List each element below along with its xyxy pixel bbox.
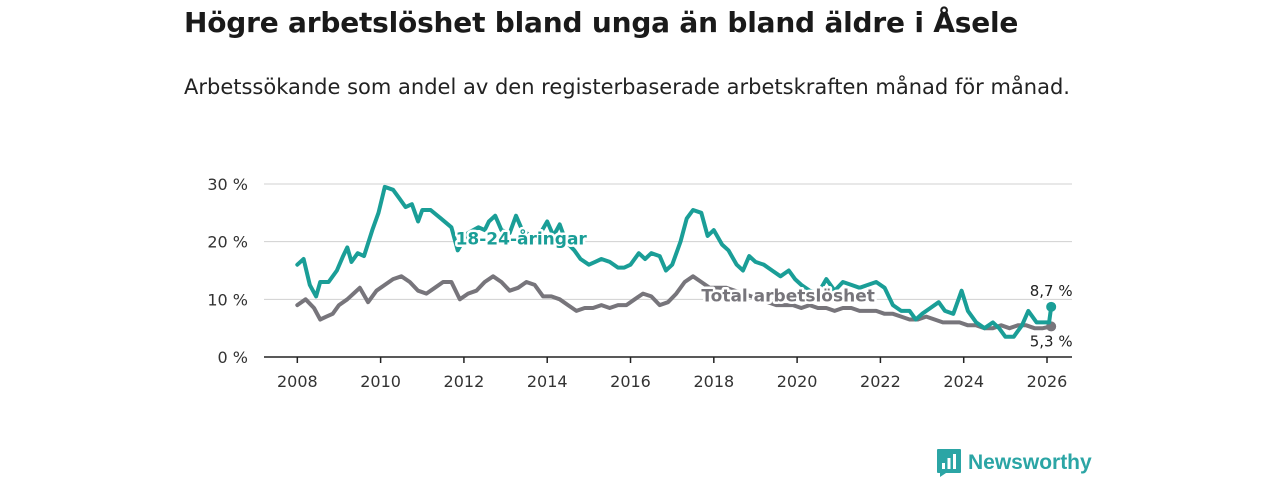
series-line-youth <box>295 184 1054 339</box>
brand: Newsworthy <box>936 448 1092 478</box>
y-tick-label: 10 % <box>207 290 248 309</box>
y-tick-label: 30 % <box>207 175 248 194</box>
series-line-total <box>295 274 1054 331</box>
end-value-label-total: 5,3 % <box>1030 332 1073 350</box>
x-tick-label: 2012 <box>444 372 485 391</box>
end-value-label-youth: 8,7 % <box>1030 282 1073 300</box>
end-point-youth <box>1046 301 1057 312</box>
brand-name: Newsworthy <box>968 451 1092 474</box>
y-tick-label: 0 % <box>218 348 248 367</box>
x-tick-label: 2020 <box>777 372 818 391</box>
x-tick-label: 2010 <box>360 372 401 391</box>
x-tick-label: 2026 <box>1027 372 1068 391</box>
chart-subtitle: Arbetssökande som andel av den registerb… <box>184 75 1070 99</box>
y-tick-label: 20 % <box>207 233 248 252</box>
chart-title: Högre arbetslöshet bland unga än bland ä… <box>184 6 1019 39</box>
x-tick-label: 2022 <box>860 372 901 391</box>
x-tick-label: 2008 <box>277 372 318 391</box>
series-label-total: Total arbetslöshet <box>701 287 875 307</box>
x-tick-label: 2016 <box>610 372 651 391</box>
x-tick-label: 2014 <box>527 372 568 391</box>
x-tick-label: 2024 <box>943 372 984 391</box>
series-label-youth: 18-24-åringar <box>456 228 588 250</box>
newsworthy-logo-icon <box>937 449 961 477</box>
x-tick-label: 2018 <box>693 372 734 391</box>
